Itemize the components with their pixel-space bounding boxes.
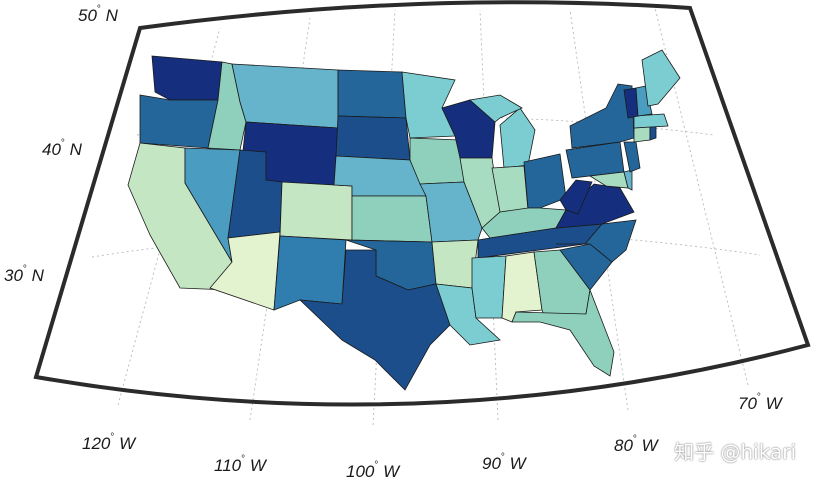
lon-label-80w: 80° W	[614, 434, 658, 455]
lat-label-30n: 30° N	[4, 264, 44, 285]
state-new-mexico	[273, 235, 347, 311]
state-virginia	[555, 183, 635, 229]
state-new-hampshire	[635, 85, 653, 117]
state-north-carolina	[556, 219, 637, 263]
lon-label-70w: 70° W	[738, 392, 782, 413]
state-west-virginia	[559, 179, 593, 215]
lat-label-50n: 50° N	[78, 4, 118, 25]
state-maine	[641, 49, 681, 107]
map-frame	[33, 0, 811, 407]
state-arizona	[209, 231, 281, 311]
state-florida	[511, 288, 615, 377]
state-mississippi	[471, 255, 507, 319]
state-rhode-island	[649, 125, 657, 141]
state-massachusetts	[633, 113, 669, 129]
state-colorado	[279, 181, 353, 241]
state-north-dakota	[337, 69, 407, 119]
state-montana	[231, 63, 339, 129]
lon-label-90w: 90° W	[482, 452, 526, 473]
state-washington	[151, 55, 223, 101]
state-south-dakota	[335, 115, 411, 161]
lat-label-40n: 40° N	[42, 138, 82, 159]
lon-label-100w: 100° W	[346, 460, 400, 481]
state-oregon	[139, 94, 219, 149]
watermark: 知乎 @hikari	[674, 440, 796, 464]
state-iowa	[409, 137, 465, 185]
state-connecticut	[633, 125, 651, 143]
state-arkansas	[431, 239, 479, 289]
state-new-jersey	[623, 141, 641, 173]
state-michigan-upper	[469, 94, 523, 123]
lon-label-120w: 120° W	[82, 432, 136, 453]
state-texas	[298, 249, 451, 391]
states	[127, 49, 681, 391]
state-kansas	[351, 195, 433, 243]
lon-label-110w: 110° W	[214, 454, 266, 475]
state-ohio	[523, 153, 567, 209]
